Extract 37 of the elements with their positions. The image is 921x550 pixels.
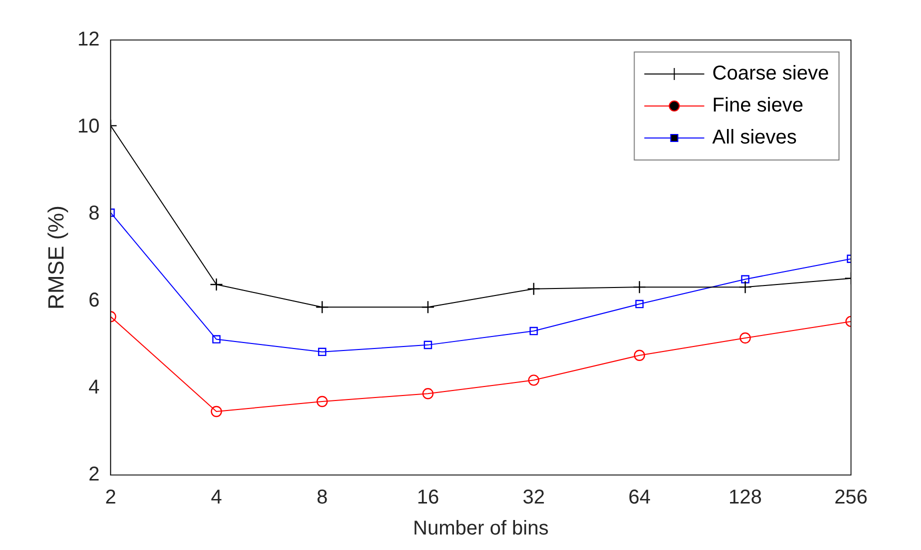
legend-label: All sieves xyxy=(712,126,797,149)
x-tick-label: 16 xyxy=(416,486,440,509)
point xyxy=(740,332,751,344)
x-tick-label: 64 xyxy=(628,486,651,509)
y-tick-label: 8 xyxy=(88,202,100,225)
point xyxy=(422,388,434,400)
y-tick-label: 2 xyxy=(88,464,100,486)
point xyxy=(316,300,329,314)
point xyxy=(210,278,224,292)
x-tick-label: 32 xyxy=(522,486,545,509)
x-tick-label: 8 xyxy=(316,486,328,509)
point xyxy=(424,340,432,350)
point xyxy=(421,300,435,314)
legend-label: Coarse sieve xyxy=(712,62,829,85)
point xyxy=(527,282,540,296)
x-tick-label: 2 xyxy=(105,486,116,509)
legend-label: Fine sieve xyxy=(712,94,804,117)
point xyxy=(318,348,326,356)
x-tick-label: 256 xyxy=(834,486,868,509)
point xyxy=(634,350,646,361)
point xyxy=(210,406,222,418)
x-tick-label: 4 xyxy=(210,486,222,509)
y-tick-label: 12 xyxy=(77,28,100,51)
point xyxy=(316,396,328,408)
point xyxy=(741,275,750,284)
x-axis-title: Number of bins xyxy=(413,518,549,540)
point xyxy=(738,280,752,294)
x-tick-label: 128 xyxy=(728,486,762,509)
point xyxy=(632,280,646,294)
point xyxy=(530,326,538,336)
y-tick-label: 10 xyxy=(77,116,100,138)
point xyxy=(528,374,540,386)
y-tick-label: 4 xyxy=(88,376,100,399)
point xyxy=(212,335,221,344)
y-tick-label: 6 xyxy=(88,290,100,312)
y-axis-title: RMSE (%) xyxy=(43,206,68,310)
point xyxy=(635,300,644,308)
